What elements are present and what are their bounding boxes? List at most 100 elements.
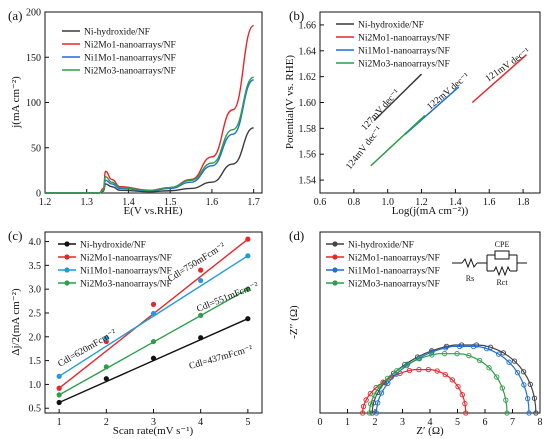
x-tick-label: 4 [198,417,203,428]
y-tick-label: 1.62 [299,72,317,83]
data-point [434,368,440,374]
data-point [150,355,157,361]
data-point [457,343,463,350]
data-point [385,380,391,386]
slope-annotation: 121mV dec⁻¹ [484,46,532,84]
x-axis-title: E(V vs.RHE) [123,205,182,217]
legend-label: Ni1Mo1-nanoarrays/NF [80,267,172,277]
y-tick-label: 1.56 [299,150,317,161]
data-point [56,399,62,406]
y-tick-label: 1.5 [29,356,42,367]
data-point [416,356,423,362]
legend-label: Ni2Mo3-nanoarrays/NF [84,67,176,77]
data-point [56,392,62,398]
y-axis-title: j(mA cm⁻²) [10,76,22,129]
y-tick-label: 0 [36,189,41,200]
data-point [150,338,157,345]
x-tick-label: 1.5 [164,197,177,208]
x-tick-label: 7 [510,417,515,428]
x-tick-label: 1.4 [449,197,462,208]
y-tick-label: 1.58 [299,124,317,135]
y-tick-label: 100 [26,98,41,109]
data-point [511,358,518,364]
data-point [363,397,369,403]
legend-marker [64,241,70,247]
data-point [484,345,490,352]
x-tick-label: 6 [483,417,488,428]
data-point [514,369,521,376]
data-point [506,359,512,365]
rct-label: Rct [496,278,508,287]
data-point [198,267,204,273]
legend-label: Ni-hydroxide/NF [358,21,424,31]
x-tick-label: 2 [104,417,109,428]
data-point [245,236,251,242]
data-point [404,361,411,367]
data-point [150,301,157,307]
data-point [425,366,431,373]
data-point [360,403,367,410]
panel-label-c: (c) [8,228,22,243]
cdl-annotation: Cdl=437mFcm⁻² [188,344,254,372]
equivalent-circuit [452,250,527,277]
legend-label: Ni-hydroxide/NF [84,28,150,38]
legend-marker [64,267,70,273]
legend-label: Ni2Mo1-nanoarrays/NF [348,254,440,264]
cpe-element [494,250,510,260]
legend-label: Ni2Mo1-nanoarrays/NF [84,41,176,51]
data-point [494,374,500,380]
x-tick-label: 1.6 [206,197,219,208]
x-axis-title: Z′ (Ω) [416,425,444,437]
series-line [373,73,423,122]
series-line [45,127,254,194]
legend-marker [332,280,338,286]
x-tick-label: 1.2 [39,197,52,208]
y-tick-label: 2.5 [29,308,42,319]
data-point [442,371,448,378]
data-point [531,395,538,401]
cpe-label: CPE [495,240,510,249]
legend-marker [332,254,338,260]
data-point [406,367,413,374]
data-point [368,401,374,407]
x-tick-label: 0.8 [348,197,361,208]
legend-marker [332,241,338,247]
data-point [245,253,251,259]
x-tick-label: 3 [400,417,405,428]
x-tick-label: 1 [57,417,62,428]
y-tick-label: 3.0 [29,285,42,296]
data-point [521,382,527,388]
data-point [56,373,62,379]
data-point [441,351,448,357]
data-point [496,351,502,357]
y-tick-label: 1.0 [29,380,42,391]
data-point [504,410,510,416]
legend-marker [64,280,70,286]
legend-label: Ni2Mo3-nanoarrays/NF [80,280,172,290]
y-tick-label: 2.0 [29,332,42,343]
y-tick-label: 0.5 [29,404,42,415]
data-point [377,383,383,390]
series-line [45,76,254,194]
data-point [394,368,400,374]
x-tick-label: 1.0 [381,197,394,208]
panel-label-b: (b) [289,8,304,23]
data-point [455,384,461,390]
data-point [371,392,377,398]
data-point [454,351,460,357]
y-tick-label: 200 [26,8,41,19]
data-point [384,375,391,382]
data-point [373,410,380,416]
data-point [526,410,532,416]
rs-resistor [461,257,478,269]
data-point [198,312,204,318]
y-tick-label: 1.54 [299,176,317,187]
x-tick-label: 3 [151,417,156,428]
series-line [471,54,527,104]
legend-label: Ni1Mo1-nanoarrays/NF [84,54,176,64]
data-point [198,277,204,284]
cdl-annotation: Cdl=551mFcm⁻² [195,281,260,315]
data-point [366,410,373,416]
x-tick-label: 5 [245,417,250,428]
